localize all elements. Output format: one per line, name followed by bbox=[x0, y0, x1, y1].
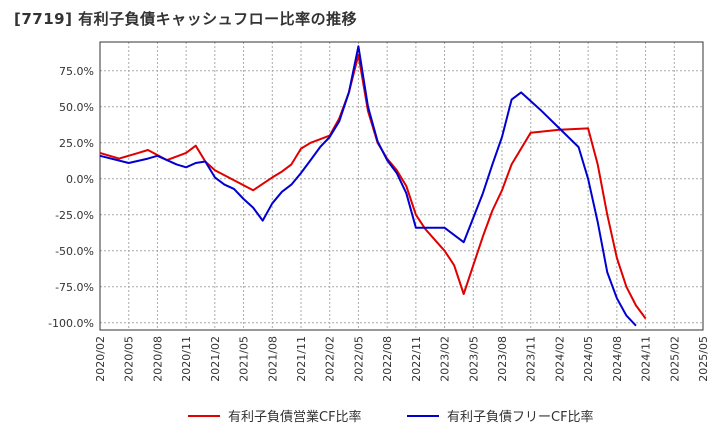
legend-label-1: 有利子負債営業CF比率 bbox=[228, 409, 362, 425]
x-tick-label: 2023/02 bbox=[439, 336, 452, 382]
x-tick-label: 2022/08 bbox=[381, 336, 394, 382]
x-tick-label: 2024/08 bbox=[611, 336, 624, 382]
y-tick-label: 75.0% bbox=[59, 65, 94, 78]
x-tick-label: 2024/05 bbox=[582, 336, 595, 382]
y-tick-label: 25.0% bbox=[59, 137, 94, 150]
x-tick-label: 2022/05 bbox=[352, 336, 365, 382]
series-line-1 bbox=[99, 54, 647, 320]
x-tick-label: 2023/08 bbox=[496, 336, 509, 382]
x-tick-label: 2024/02 bbox=[553, 336, 566, 382]
plot-frame bbox=[99, 41, 704, 331]
x-tick-label: 2025/05 bbox=[697, 336, 710, 382]
y-tick-label: 0.0% bbox=[66, 173, 94, 186]
x-tick-label: 2021/05 bbox=[238, 336, 251, 382]
x-tick-label: 2023/05 bbox=[467, 336, 480, 382]
x-tick-label: 2021/02 bbox=[209, 336, 222, 382]
chart-title: [7719] 有利子負債キャッシュフロー比率の推移 bbox=[14, 10, 358, 28]
x-tick-label: 2025/02 bbox=[668, 336, 681, 382]
x-tick-label: 2020/02 bbox=[94, 336, 107, 382]
x-tick-label: 2021/08 bbox=[266, 336, 279, 382]
x-tick-label: 2023/11 bbox=[525, 336, 538, 382]
y-tick-label: -25.0% bbox=[55, 209, 94, 222]
series-line-2 bbox=[99, 45, 637, 327]
y-tick-label: 50.0% bbox=[59, 101, 94, 114]
x-tick-label: 2024/11 bbox=[640, 336, 653, 382]
x-tick-label: 2022/02 bbox=[324, 336, 337, 382]
y-tick-label: -75.0% bbox=[55, 281, 94, 294]
x-tick-label: 2020/05 bbox=[123, 336, 136, 382]
x-tick-label: 2020/08 bbox=[151, 336, 164, 382]
x-tick-label: 2020/11 bbox=[180, 336, 193, 382]
x-tick-label: 2022/11 bbox=[410, 336, 423, 382]
y-tick-label: -50.0% bbox=[55, 245, 94, 258]
y-tick-label: -100.0% bbox=[48, 317, 94, 330]
legend-label-2: 有利子負債フリーCF比率 bbox=[447, 409, 594, 425]
x-tick-label: 2021/11 bbox=[295, 336, 308, 382]
